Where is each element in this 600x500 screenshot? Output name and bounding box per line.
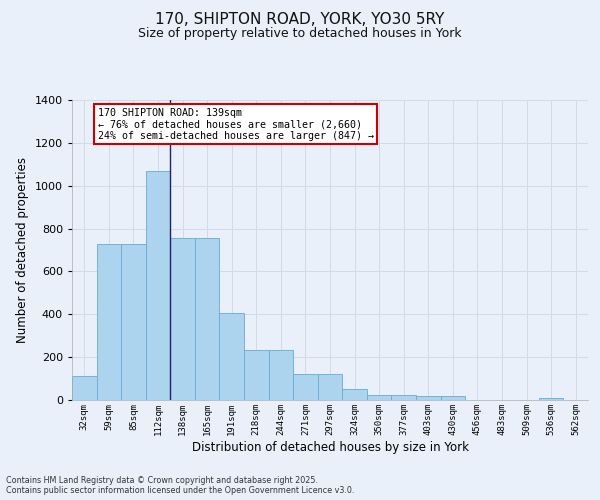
Bar [539,398,563,400]
Bar [269,350,293,400]
Bar [195,238,220,400]
Bar [97,244,121,400]
X-axis label: Distribution of detached houses by size in York: Distribution of detached houses by size … [191,440,469,454]
Text: Contains HM Land Registry data © Crown copyright and database right 2025.
Contai: Contains HM Land Registry data © Crown c… [6,476,355,495]
Bar [342,390,367,400]
Text: 170 SHIPTON ROAD: 139sqm
← 76% of detached houses are smaller (2,660)
24% of sem: 170 SHIPTON ROAD: 139sqm ← 76% of detach… [98,108,374,140]
Text: 170, SHIPTON ROAD, YORK, YO30 5RY: 170, SHIPTON ROAD, YORK, YO30 5RY [155,12,445,28]
Bar [367,394,391,400]
Bar [391,394,416,400]
Bar [416,396,440,400]
Bar [72,376,97,400]
Bar [293,374,318,400]
Bar [146,170,170,400]
Bar [121,244,146,400]
Y-axis label: Number of detached properties: Number of detached properties [16,157,29,343]
Bar [220,313,244,400]
Bar [440,396,465,400]
Text: Size of property relative to detached houses in York: Size of property relative to detached ho… [138,28,462,40]
Bar [244,350,269,400]
Bar [318,374,342,400]
Bar [170,238,195,400]
